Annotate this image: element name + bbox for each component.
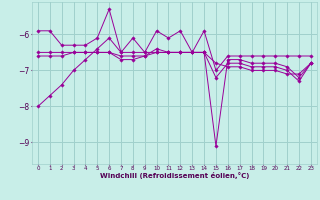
X-axis label: Windchill (Refroidissement éolien,°C): Windchill (Refroidissement éolien,°C)	[100, 172, 249, 179]
